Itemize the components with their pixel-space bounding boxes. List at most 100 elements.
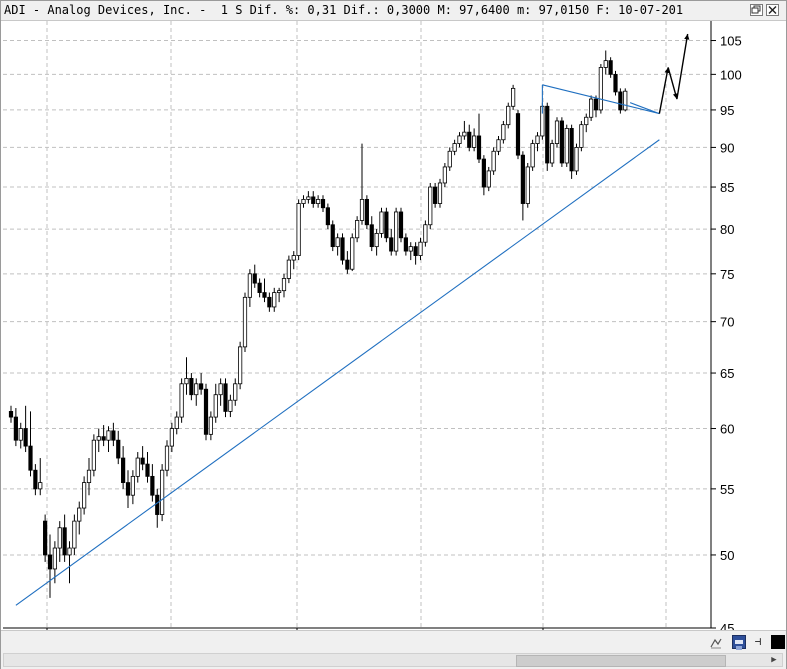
candle-body	[462, 131, 467, 137]
candle-body	[515, 113, 521, 156]
y-tick-label: 55	[720, 482, 734, 497]
arrowhead	[672, 93, 678, 100]
close-button[interactable]	[766, 4, 779, 16]
candlestick	[311, 191, 316, 208]
color-swatch-icon[interactable]	[771, 635, 785, 649]
restore-button[interactable]	[750, 4, 763, 16]
candle-body	[559, 120, 564, 164]
candle-body	[101, 436, 106, 441]
y-tick-label: 45	[720, 621, 734, 630]
pin-icon[interactable]: ⊣	[754, 635, 762, 648]
candlestick	[398, 207, 404, 243]
trendline	[15, 139, 660, 606]
candlestick	[589, 95, 594, 121]
candlestick	[428, 182, 433, 230]
candlestick	[423, 220, 428, 247]
candle-body	[608, 60, 613, 75]
candlestick	[501, 120, 506, 144]
candlestick	[18, 422, 23, 449]
candle-body	[291, 255, 296, 261]
candle-body	[476, 135, 482, 160]
candlestick	[43, 514, 48, 562]
candlestick	[569, 124, 574, 179]
candle-body	[584, 116, 589, 126]
candlestick	[272, 287, 277, 312]
candle-body	[257, 282, 262, 293]
candlestick	[598, 64, 603, 114]
save-icon[interactable]	[732, 635, 746, 650]
candle-body	[28, 445, 33, 471]
candle-body	[169, 428, 174, 447]
candlestick	[106, 426, 111, 453]
candle-body	[525, 166, 530, 204]
candle-body	[67, 547, 72, 556]
candlestick	[554, 117, 560, 148]
candle-body	[194, 383, 199, 396]
candlestick	[286, 255, 291, 284]
restore-icon	[751, 5, 761, 14]
candle-body	[554, 120, 560, 144]
title-bar[interactable]: ADI - Analog Devices, Inc. - 1 S Dif. %:…	[1, 1, 786, 21]
candle-body	[174, 416, 179, 429]
candle-body	[486, 170, 491, 188]
candle-body	[77, 507, 82, 522]
candle-body	[369, 224, 374, 248]
candle-body	[623, 90, 628, 111]
candle-body	[218, 383, 223, 396]
y-tick-label: 50	[720, 548, 734, 563]
candlestick	[418, 237, 423, 261]
candlestick	[618, 88, 623, 114]
candle-body	[43, 520, 48, 556]
candlestick	[403, 233, 408, 256]
candlestick	[33, 464, 38, 496]
candle-body	[423, 224, 428, 243]
candlestick	[301, 195, 306, 208]
y-tick-label: 90	[720, 140, 734, 155]
candle-body	[238, 346, 243, 385]
candle-body	[589, 98, 594, 118]
candlestick	[277, 287, 282, 303]
candlestick	[462, 120, 467, 140]
candlestick	[584, 113, 589, 133]
candle-body	[57, 527, 62, 549]
candlestick	[72, 514, 77, 555]
candle-body	[530, 143, 535, 168]
candlestick	[262, 278, 267, 303]
scroll-right-arrow-icon[interactable]: ▶	[771, 655, 777, 665]
candlestick	[530, 139, 535, 171]
trendline	[629, 102, 660, 115]
candlestick	[111, 422, 116, 447]
candle-body	[18, 428, 23, 441]
candlestick	[316, 195, 321, 208]
horizontal-scrollbar[interactable]: ▶	[3, 653, 783, 667]
candle-body	[593, 98, 599, 111]
candle-body	[213, 394, 218, 418]
candle-body	[350, 237, 355, 270]
candlestick	[213, 383, 218, 423]
candle-body	[506, 105, 511, 126]
candlestick	[23, 405, 28, 453]
candlestick	[291, 251, 296, 270]
price-chart[interactable]: 4550556065707580859095100105201620172018	[1, 21, 786, 630]
candlestick	[452, 139, 457, 156]
candlestick	[174, 411, 179, 435]
candle-body	[252, 273, 257, 284]
candle-body	[345, 259, 350, 270]
candlestick	[476, 113, 482, 163]
candlestick	[82, 476, 87, 515]
draw-tool-icon[interactable]	[709, 635, 723, 649]
candle-body	[47, 554, 53, 570]
candlestick	[330, 220, 335, 252]
candlestick	[491, 147, 496, 175]
candlestick	[101, 425, 106, 447]
candle-body	[96, 436, 101, 441]
candlestick	[550, 139, 555, 167]
candlestick	[613, 70, 618, 96]
candlestick	[125, 470, 131, 509]
candlestick	[228, 394, 233, 418]
candle-body	[72, 520, 77, 549]
candlestick	[130, 470, 135, 505]
scrollbar-thumb[interactable]	[516, 655, 726, 667]
y-tick-label: 95	[720, 103, 734, 118]
candlestick	[603, 50, 608, 75]
